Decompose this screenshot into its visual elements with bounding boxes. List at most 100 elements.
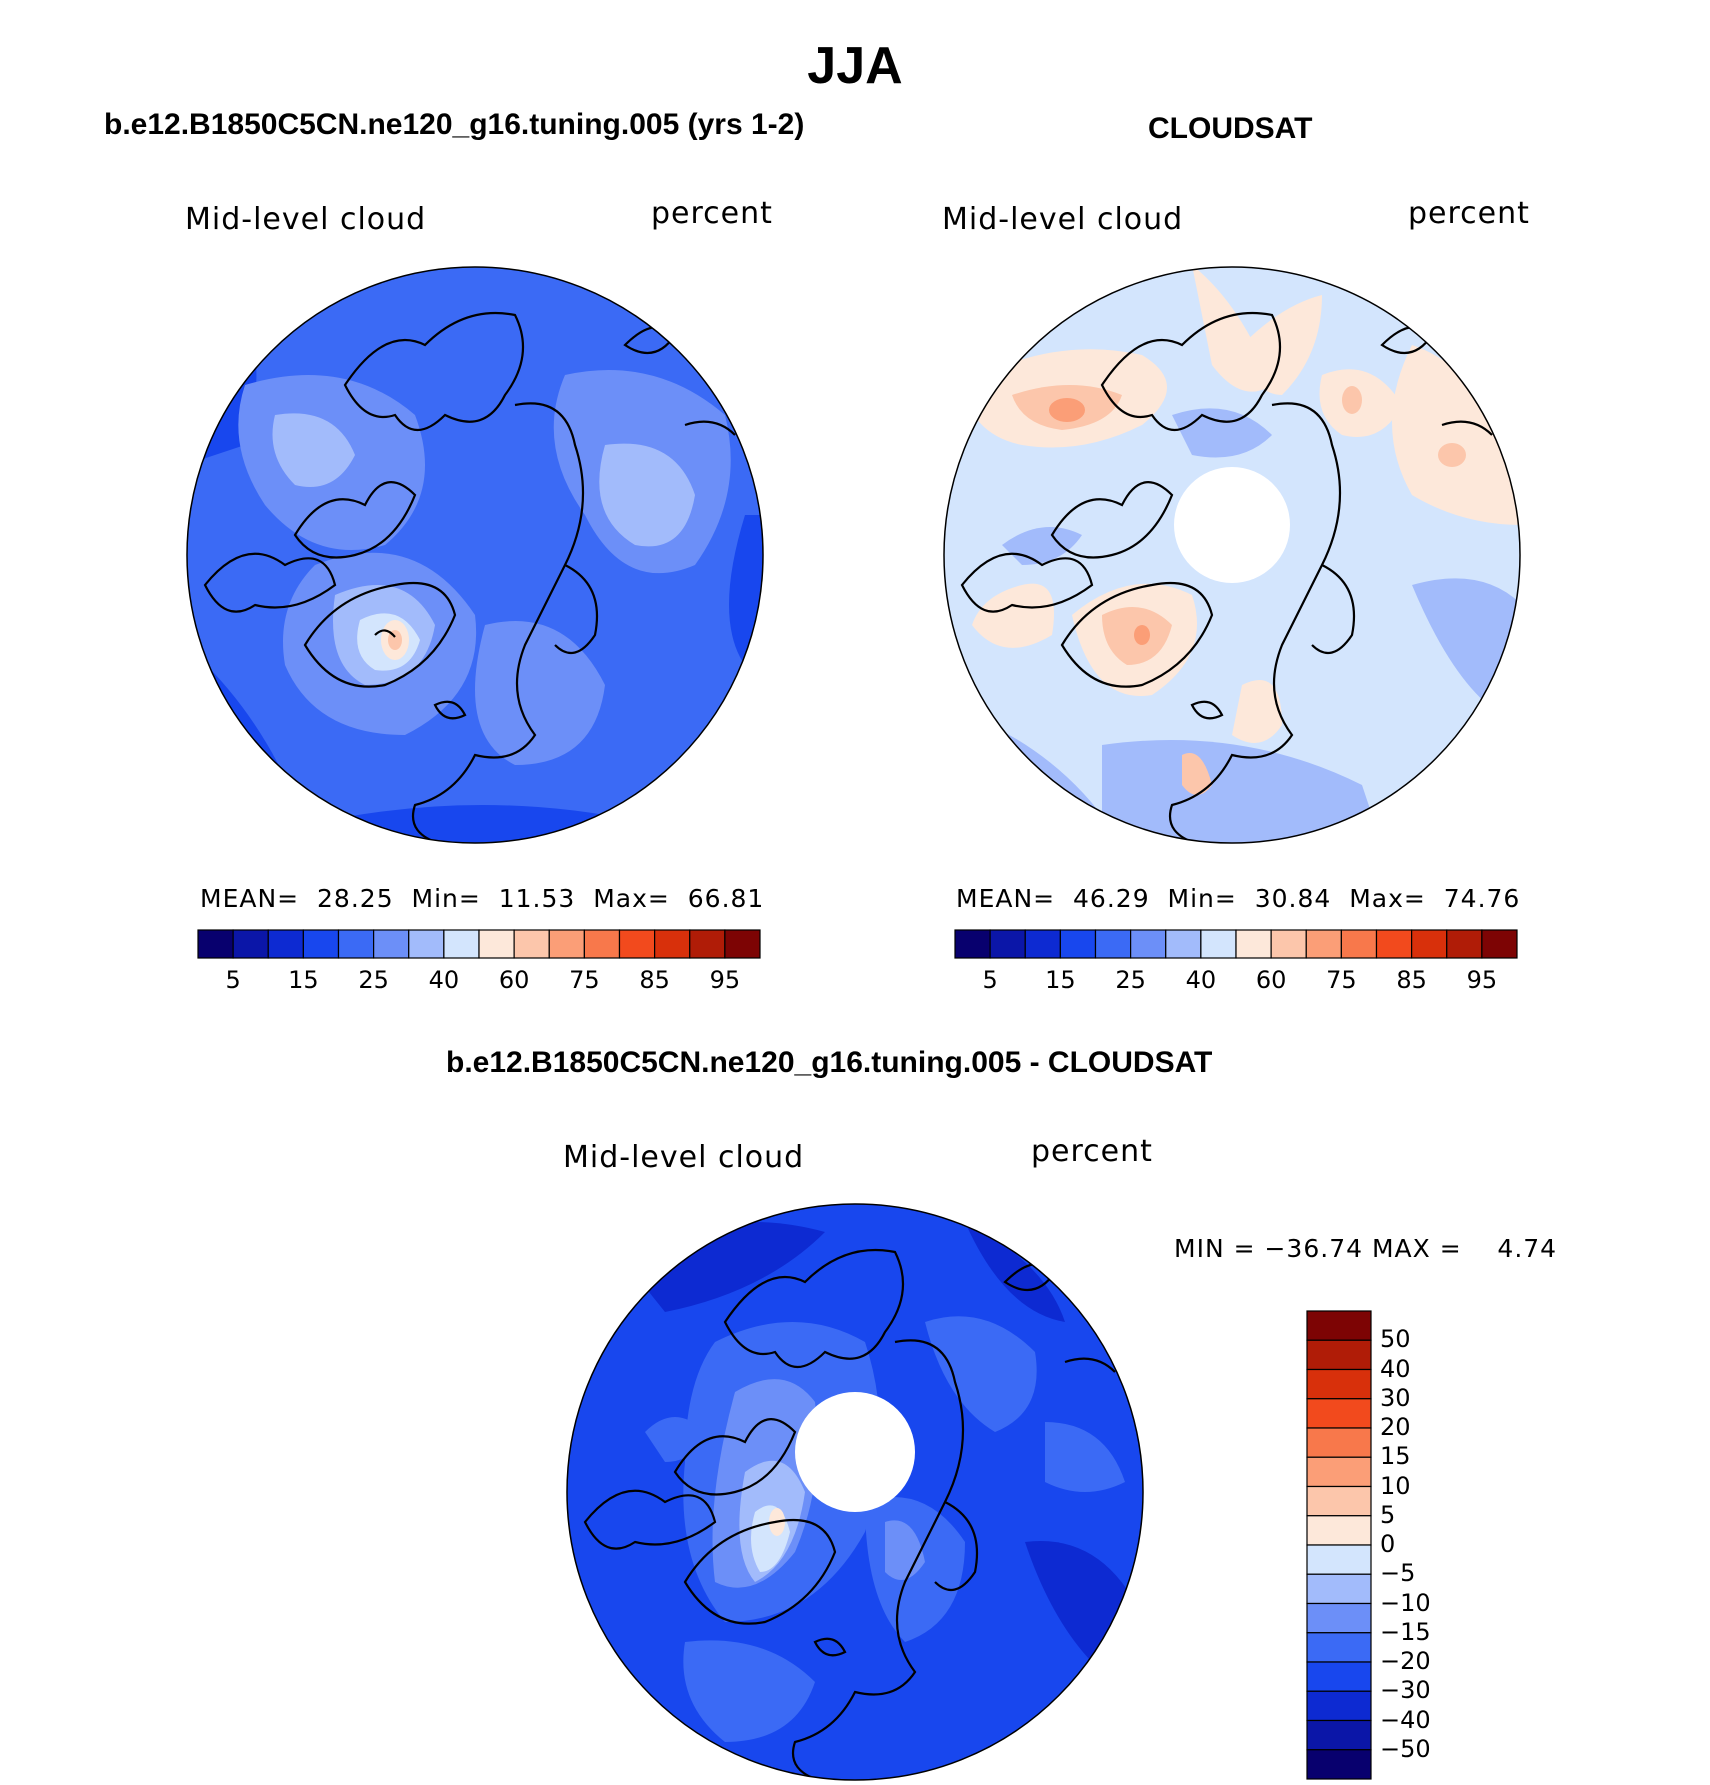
obs-colorbar-swatch-7	[1200, 929, 1237, 959]
obs-colorbar-swatch-0	[954, 929, 991, 959]
obs-mean-label: MEAN=	[956, 884, 1056, 913]
model-colorbar-tick-label: 95	[709, 966, 741, 994]
diff-colorbar-tick-label: −15	[1380, 1617, 1431, 1646]
model-colorbar-swatch-8	[478, 929, 515, 959]
diff-colorbar-swatch-3	[1306, 1398, 1372, 1429]
diff-colorbar-tick-label: 10	[1380, 1471, 1411, 1500]
model-mean-label: MEAN=	[200, 884, 300, 913]
obs-colorbar-swatch-4	[1094, 929, 1132, 959]
model-colorbar-swatch-0	[197, 929, 234, 959]
diff-colorbar-swatch-15	[1306, 1749, 1372, 1780]
diff-polar-map	[566, 1203, 1144, 1781]
diff-minmax: MIN = −36.74 MAX = 4.74	[1174, 1234, 1558, 1263]
obs-colorbar-tick-label: 75	[1326, 966, 1357, 994]
model-panel-title: b.e12.B1850C5CN.ne120_g16.tuning.005 (yr…	[104, 108, 805, 141]
model-units-label: percent	[651, 196, 773, 231]
obs-colorbar-swatch-2	[1024, 929, 1061, 959]
diff-colorbar-tick-label: 0	[1380, 1530, 1396, 1558]
obs-min-value: 30.84	[1254, 884, 1332, 913]
diff-colorbar-swatch-4	[1306, 1427, 1372, 1458]
diff-colorbar-swatch-5	[1306, 1456, 1372, 1488]
obs-colorbar-tick-label: 15	[1045, 966, 1076, 994]
obs-colorbar-tick-label: 25	[1115, 966, 1146, 994]
model-colorbar-tick-label: 15	[288, 966, 319, 994]
obs-colorbar-tick-label: 95	[1466, 966, 1498, 994]
diff-colorbar-ticks: 50 40 30 20 15 10 5 0 −5 −10 −15 −20 −30 −40 −50	[1380, 1310, 1470, 1780]
model-colorbar-swatch-7	[443, 929, 480, 959]
diff-units-label: percent	[1031, 1134, 1153, 1169]
model-colorbar-swatch-15	[724, 929, 761, 959]
obs-max-value: 74.76	[1443, 884, 1521, 913]
obs-colorbar-swatch-12	[1375, 929, 1413, 959]
diff-colorbar-swatch-2	[1306, 1368, 1372, 1400]
model-colorbar-tick-label: 60	[498, 966, 530, 994]
diff-colorbar-tick-label: −5	[1380, 1559, 1416, 1588]
model-colorbar-swatch-9	[513, 929, 550, 959]
model-colorbar-swatch-14	[689, 929, 726, 959]
obs-colorbar-tick-label: 85	[1396, 966, 1427, 994]
obs-units-label: percent	[1408, 196, 1530, 231]
obs-colorbar	[954, 929, 1518, 959]
obs-max-label: Max=	[1349, 884, 1426, 913]
model-polar-map	[186, 266, 764, 844]
model-colorbar-swatch-12	[618, 929, 656, 959]
page-title: JJA	[807, 37, 903, 95]
model-colorbar-swatch-3	[302, 929, 340, 959]
diff-colorbar-swatch-14	[1306, 1719, 1372, 1751]
model-colorbar-tick-label: 85	[639, 966, 670, 994]
model-colorbar-tick-label: 5	[225, 966, 241, 994]
diff-colorbar-swatch-6	[1306, 1485, 1372, 1517]
model-colorbar-swatch-13	[654, 929, 691, 959]
obs-colorbar-swatch-13	[1411, 929, 1448, 959]
obs-colorbar-swatch-8	[1235, 929, 1272, 959]
model-variable-label: Mid-level cloud	[185, 202, 427, 237]
model-colorbar-swatch-5	[373, 929, 410, 959]
diff-colorbar-swatch-7	[1306, 1515, 1372, 1546]
obs-colorbar-tick-label: 5	[982, 966, 998, 994]
model-colorbar	[197, 929, 761, 959]
diff-colorbar-tick-label: −20	[1380, 1647, 1431, 1675]
obs-colorbar-swatch-9	[1270, 929, 1307, 959]
model-colorbar-tick-label: 75	[569, 966, 600, 994]
diff-colorbar-swatch-0	[1306, 1310, 1372, 1341]
diff-colorbar	[1306, 1310, 1372, 1780]
diff-panel-title: b.e12.B1850C5CN.ne120_g16.tuning.005 - C…	[446, 1046, 1213, 1079]
model-stats: MEAN= 28.25 Min= 11.53 Max= 66.81	[200, 884, 764, 913]
model-max-value: 66.81	[687, 884, 765, 913]
diff-colorbar-swatch-13	[1306, 1690, 1372, 1722]
model-max-label: Max=	[593, 884, 670, 913]
obs-colorbar-tick-label: 40	[1185, 966, 1217, 994]
diff-colorbar-swatch-11	[1306, 1632, 1372, 1663]
model-colorbar-swatch-10	[548, 929, 585, 959]
model-min-value: 11.53	[498, 884, 576, 913]
model-colorbar-swatch-6	[408, 929, 445, 959]
model-min-label: Min=	[411, 884, 481, 913]
diff-colorbar-swatch-1	[1306, 1339, 1372, 1371]
obs-stats: MEAN= 46.29 Min= 30.84 Max= 74.76	[956, 884, 1520, 913]
model-colorbar-swatch-1	[232, 929, 269, 959]
diff-colorbar-tick-label: −30	[1380, 1676, 1431, 1705]
diff-colorbar-tick-label: 5	[1380, 1500, 1396, 1529]
diff-colorbar-tick-label: 50	[1380, 1325, 1411, 1354]
obs-colorbar-swatch-5	[1130, 929, 1167, 959]
diff-colorbar-swatch-9	[1306, 1573, 1372, 1605]
obs-panel-title: CLOUDSAT	[1148, 112, 1313, 145]
obs-colorbar-swatch-14	[1446, 929, 1483, 959]
diff-colorbar-swatch-12	[1306, 1661, 1372, 1692]
obs-colorbar-tick-label: 60	[1255, 966, 1287, 994]
model-colorbar-tick-label: 25	[358, 966, 389, 994]
obs-colorbar-swatch-15	[1481, 929, 1518, 959]
obs-min-label: Min=	[1167, 884, 1237, 913]
obs-colorbar-swatch-1	[989, 929, 1026, 959]
obs-mean-value: 46.29	[1073, 884, 1150, 913]
diff-colorbar-tick-label: −10	[1380, 1588, 1431, 1617]
model-colorbar-swatch-2	[267, 929, 304, 959]
diff-colorbar-swatch-10	[1306, 1602, 1372, 1634]
model-mean-value: 28.25	[317, 884, 394, 913]
diff-colorbar-tick-label: 40	[1380, 1354, 1411, 1383]
obs-colorbar-swatch-11	[1340, 929, 1378, 959]
obs-variable-label: Mid-level cloud	[942, 202, 1184, 237]
diff-variable-label: Mid-level cloud	[563, 1140, 805, 1175]
diff-colorbar-tick-label: 20	[1380, 1413, 1411, 1441]
diff-colorbar-tick-label: −50	[1380, 1734, 1431, 1763]
